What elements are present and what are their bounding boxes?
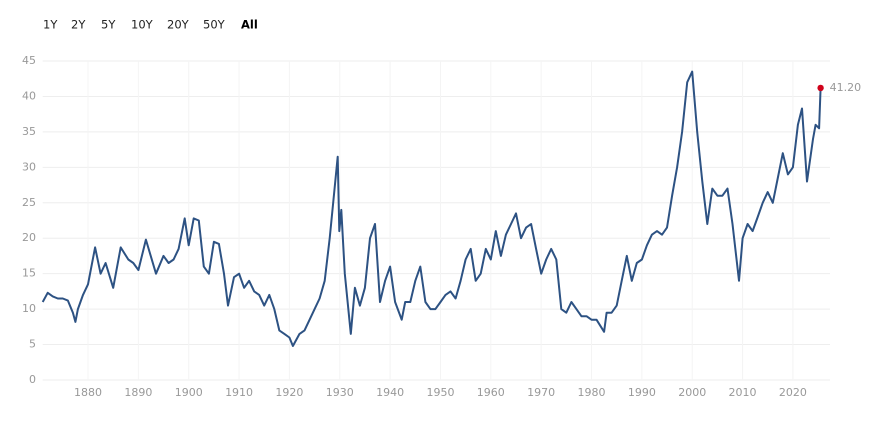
x-tick-label: 1910 (225, 386, 253, 399)
y-tick-label: 0 (29, 373, 36, 386)
y-tick-label: 40 (22, 89, 36, 102)
y-tick-label: 20 (22, 231, 36, 244)
y-tick-label: 35 (22, 125, 36, 138)
range-button[interactable]: 2Y (71, 18, 86, 32)
x-tick-label: 1920 (275, 386, 303, 399)
x-tick-label: 1980 (578, 386, 606, 399)
y-tick-label: 25 (22, 196, 36, 209)
x-tick-label: 1990 (628, 386, 656, 399)
x-tick-label: 1900 (175, 386, 203, 399)
x-tick-label: 1930 (326, 386, 354, 399)
x-tick-label: 1970 (527, 386, 555, 399)
y-tick-label: 30 (22, 160, 36, 173)
x-tick-label: 2000 (678, 386, 706, 399)
last-point (817, 84, 824, 92)
range-button[interactable]: 20Y (167, 18, 190, 32)
y-tick-label: 10 (22, 302, 36, 315)
range-button[interactable]: 5Y (101, 18, 116, 32)
range-button[interactable]: 1Y (43, 18, 58, 32)
range-button[interactable]: All (241, 18, 258, 32)
y-tick-label: 45 (22, 54, 36, 67)
y-tick-label: 5 (29, 338, 36, 351)
x-tick-label: 1950 (426, 386, 454, 399)
range-button[interactable]: 10Y (131, 18, 154, 32)
x-tick-label: 1940 (376, 386, 404, 399)
y-tick-label: 15 (22, 267, 36, 280)
range-button[interactable]: 50Y (203, 18, 226, 32)
line (41, 70, 822, 347)
x-tick-label: 1960 (477, 386, 505, 399)
last-point-label: 41.20 (830, 81, 862, 94)
x-tick-label: 1890 (124, 386, 152, 399)
x-tick-label: 2020 (779, 386, 807, 399)
x-tick-label: 2010 (729, 386, 757, 399)
x-tick-label: 1880 (74, 386, 102, 399)
